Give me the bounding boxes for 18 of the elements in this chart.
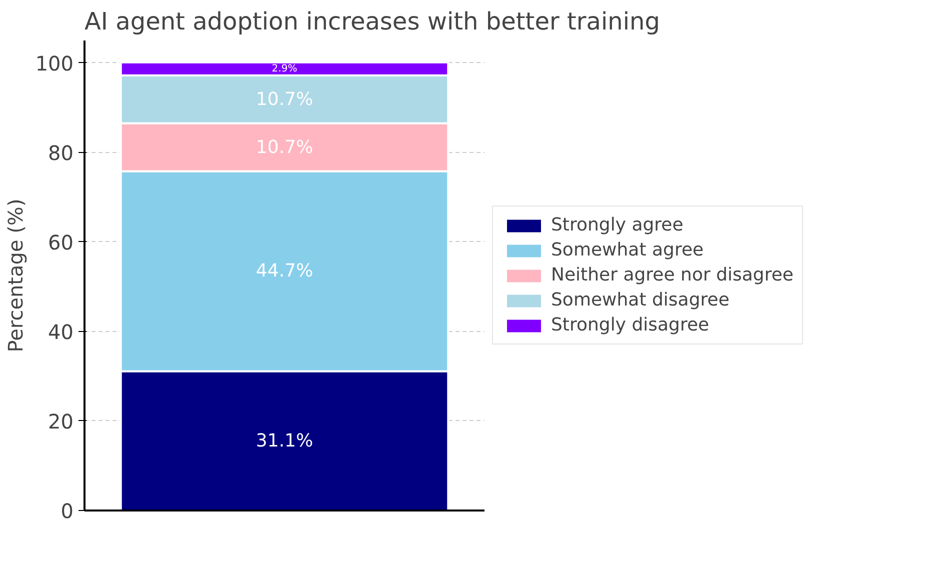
data-label: 10.7% bbox=[256, 88, 314, 110]
chart-title: AI agent adoption increases with better training bbox=[84, 8, 660, 36]
y-axis-title: Percentage (%) bbox=[3, 198, 28, 352]
y-tick-label: 20 bbox=[48, 409, 74, 434]
data-label: 2.9% bbox=[272, 63, 298, 74]
y-tick-label: 80 bbox=[48, 140, 74, 165]
data-label: 10.7% bbox=[256, 136, 314, 158]
y-tick-label: 100 bbox=[35, 51, 74, 76]
y-tick-label: 60 bbox=[48, 230, 74, 254]
legend-label: Strongly agree bbox=[551, 214, 684, 236]
y-tick-label: 0 bbox=[60, 499, 74, 523]
y-tick-label: 40 bbox=[48, 320, 74, 344]
legend-label: Somewhat disagree bbox=[551, 290, 730, 310]
legend-label: Somewhat agree bbox=[551, 240, 704, 260]
legend-label: Strongly disagree bbox=[551, 314, 710, 336]
legend-label: Neither agree nor disagree bbox=[551, 264, 794, 286]
data-label: 44.7% bbox=[256, 260, 314, 282]
data-label: 31.1% bbox=[256, 430, 314, 452]
